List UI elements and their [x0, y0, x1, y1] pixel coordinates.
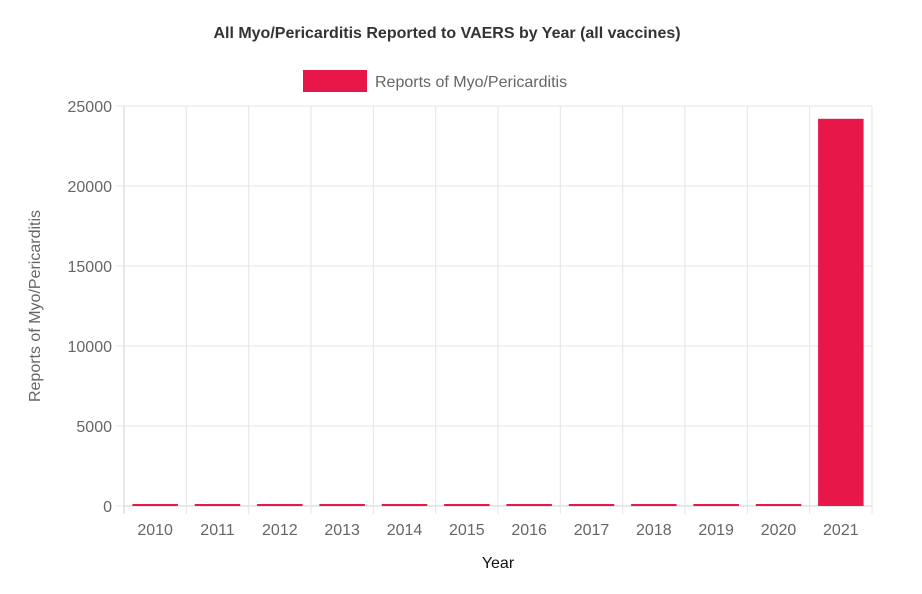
chart-title: All Myo/Pericarditis Reported to VAERS b…: [213, 25, 680, 42]
y-tick-label: 20000: [68, 179, 113, 196]
y-axis-title: Reports of Myo/Pericarditis: [27, 210, 44, 402]
bar-2015[interactable]: [444, 504, 490, 506]
y-tick-label: 0: [103, 499, 112, 516]
bar-2011[interactable]: [194, 504, 241, 506]
bar-2010[interactable]: [132, 504, 178, 506]
y-tick-label: 10000: [68, 339, 113, 356]
y-tick-label: 5000: [76, 419, 112, 436]
legend-swatch: [303, 70, 367, 92]
x-tick-label-2013: 2013: [324, 522, 360, 539]
bar-2019[interactable]: [693, 504, 739, 506]
x-tick-label-2017: 2017: [574, 522, 610, 539]
x-tick-label-2020: 2020: [761, 522, 797, 539]
x-tick-label-2021: 2021: [823, 522, 859, 539]
grid: [123, 105, 873, 514]
bar-2014[interactable]: [381, 504, 428, 506]
y-axis-ticks: 0 5000 10000 15000 20000 25000: [68, 99, 124, 516]
bar-2017[interactable]: [568, 504, 615, 506]
x-axis-ticks: 2010 2011 2012 2013 2014 2015 2016 2017 2018 2019…: [137, 522, 858, 539]
bar-2012[interactable]: [257, 504, 303, 506]
bar-2018[interactable]: [631, 504, 677, 506]
y-tick-label: 25000: [68, 99, 113, 116]
x-tick-label-2019: 2019: [698, 522, 734, 539]
x-tick-label-2010: 2010: [137, 522, 173, 539]
legend[interactable]: Reports of Myo/Pericarditis: [303, 70, 567, 92]
bars: [132, 118, 864, 507]
bar-2013[interactable]: [319, 504, 365, 506]
x-tick-label-2011: 2011: [200, 522, 235, 539]
x-tick-label-2014: 2014: [387, 522, 423, 539]
legend-label: Reports of Myo/Pericarditis: [375, 74, 567, 91]
bar-2021[interactable]: [818, 118, 864, 507]
x-tick-label-2016: 2016: [511, 522, 547, 539]
x-tick-label-2012: 2012: [262, 522, 298, 539]
bar-2016[interactable]: [506, 504, 552, 506]
x-axis-title: Year: [482, 555, 515, 572]
x-tick-label-2015: 2015: [449, 522, 485, 539]
bar-2020[interactable]: [755, 504, 802, 506]
x-tick-label-2018: 2018: [636, 522, 672, 539]
y-tick-label: 15000: [68, 259, 113, 276]
